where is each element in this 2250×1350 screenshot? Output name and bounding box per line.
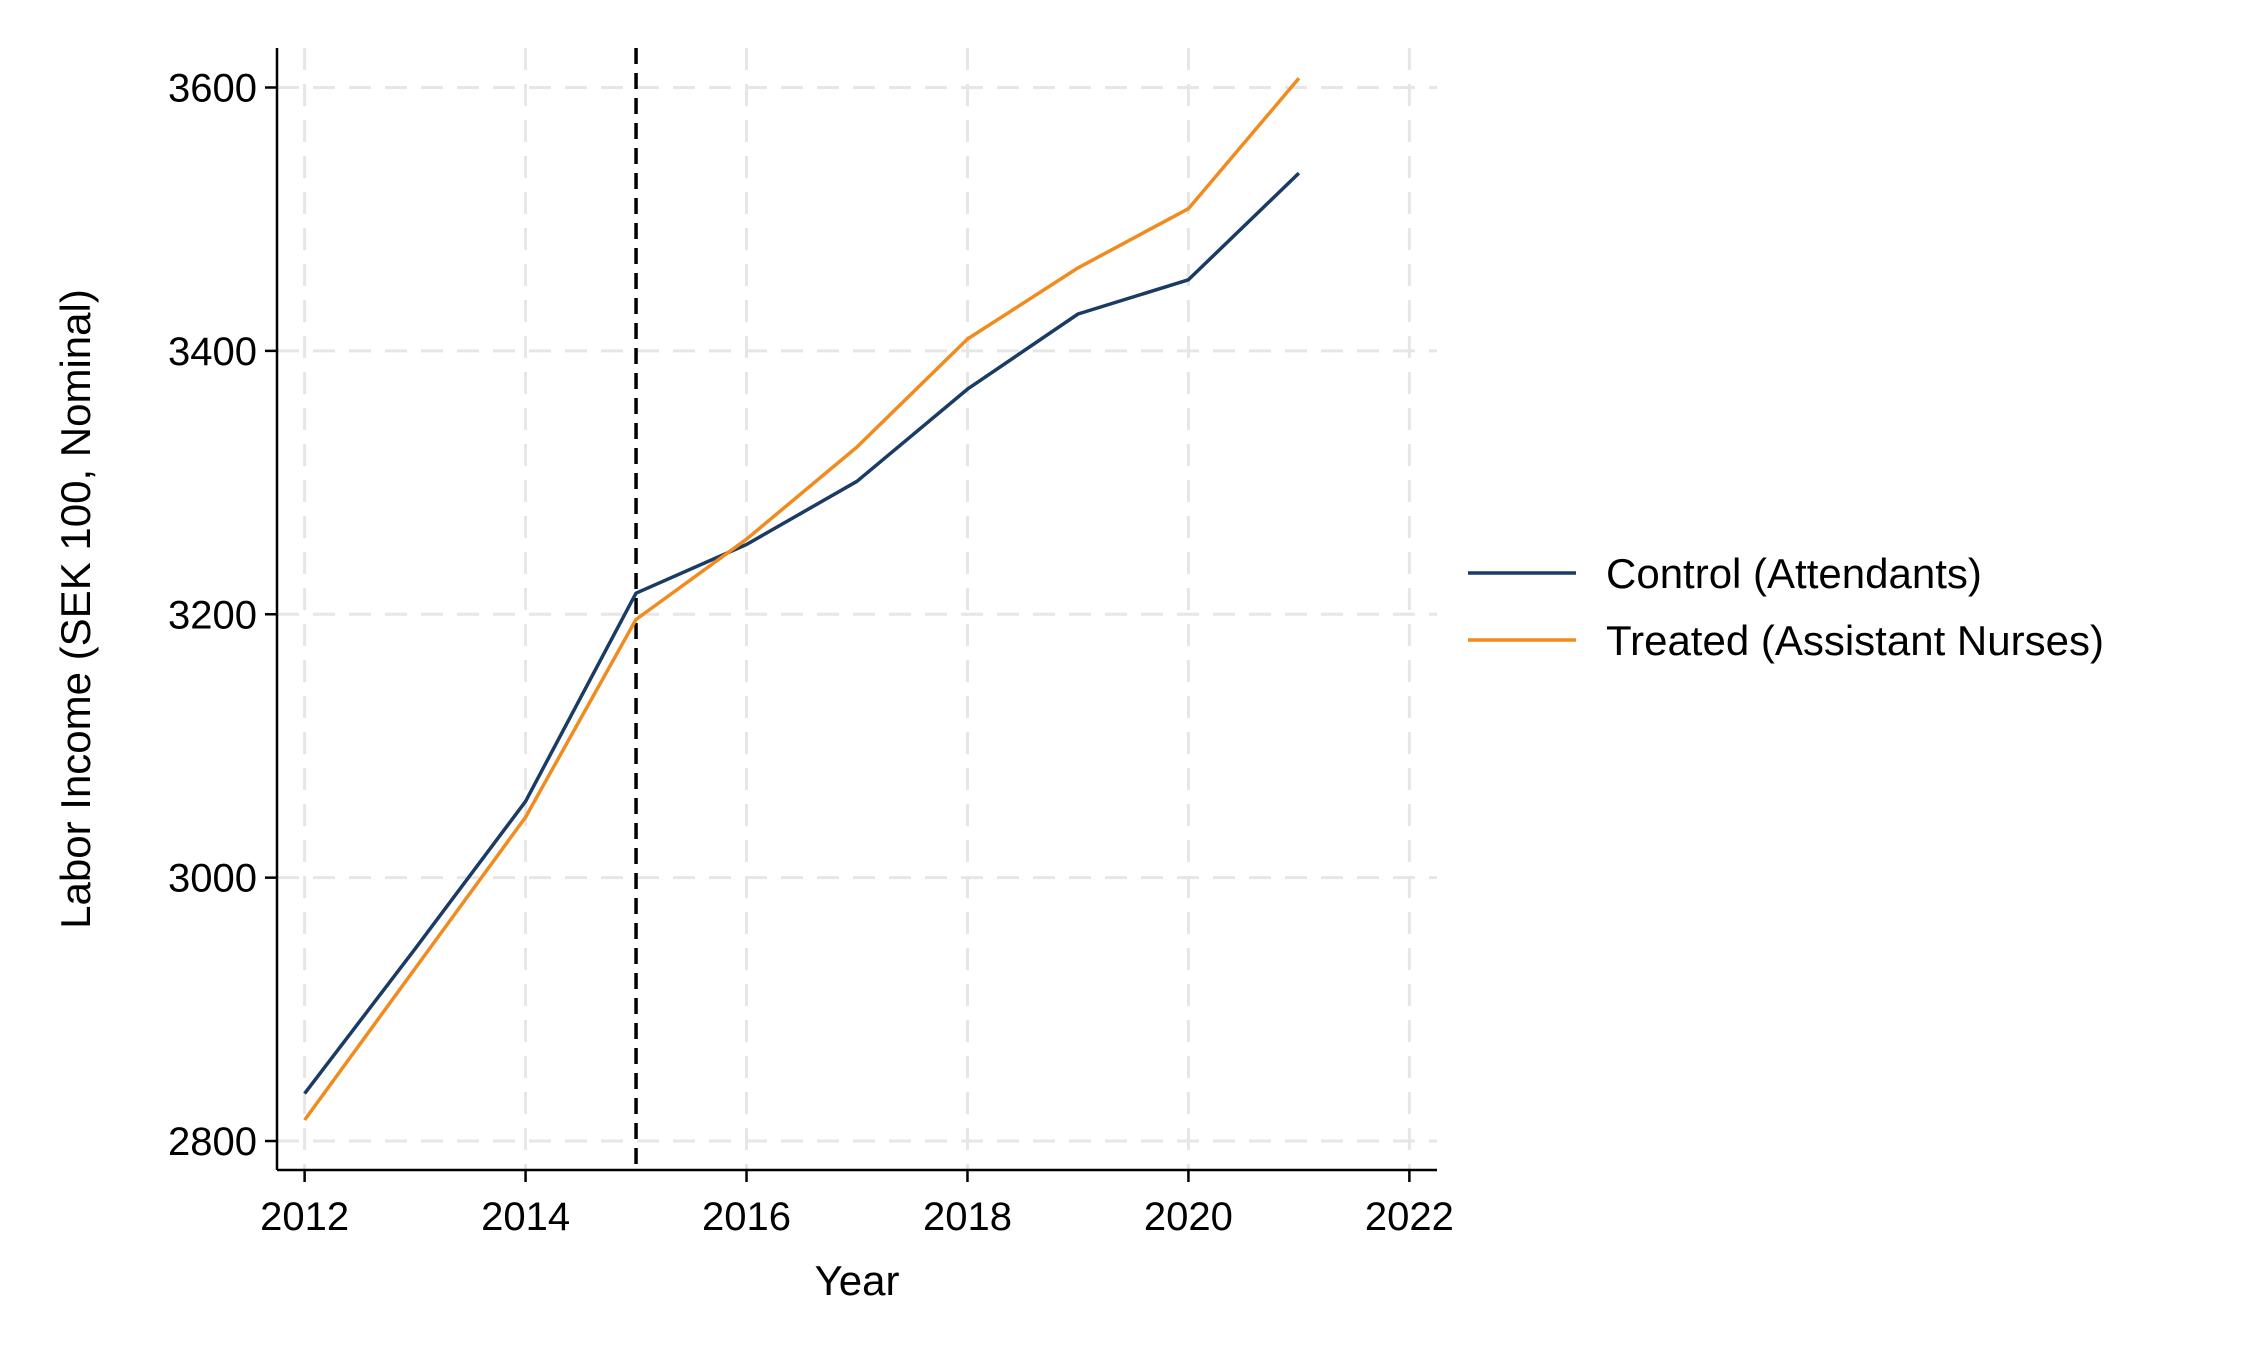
y-tick-label: 3600 bbox=[168, 67, 257, 111]
x-tick-label: 2014 bbox=[481, 1195, 570, 1239]
grid bbox=[277, 48, 1437, 1170]
y-tick-label: 2800 bbox=[168, 1120, 257, 1164]
series-line-treated bbox=[303, 77, 1301, 1122]
x-tick-label: 2016 bbox=[702, 1195, 791, 1239]
x-tick-label: 2022 bbox=[1365, 1195, 1454, 1239]
y-tick-label: 3000 bbox=[168, 857, 257, 901]
x-tick-label: 2012 bbox=[260, 1195, 349, 1239]
legend-label: Control (Attendants) bbox=[1606, 550, 1982, 597]
x-tick-label: 2020 bbox=[1144, 1195, 1233, 1239]
x-axis-title: Year bbox=[815, 1257, 900, 1304]
tick-labels: 2800 3000 3200 3400 3600 2012 2014 2016 2018 2020… bbox=[168, 67, 1454, 1239]
series-layer bbox=[303, 77, 1301, 1122]
axes bbox=[265, 48, 1437, 1182]
legend: Control (Attendants) Treated (Assistant N… bbox=[1468, 550, 2104, 664]
legend-label: Treated (Assistant Nurses) bbox=[1606, 617, 2104, 664]
y-axis-title: Labor Income (SEK 100, Nominal) bbox=[52, 289, 99, 929]
y-tick-label: 3400 bbox=[168, 330, 257, 374]
y-tick-label: 3200 bbox=[168, 593, 257, 637]
series-line-control bbox=[303, 171, 1301, 1095]
x-tick-label: 2018 bbox=[923, 1195, 1012, 1239]
